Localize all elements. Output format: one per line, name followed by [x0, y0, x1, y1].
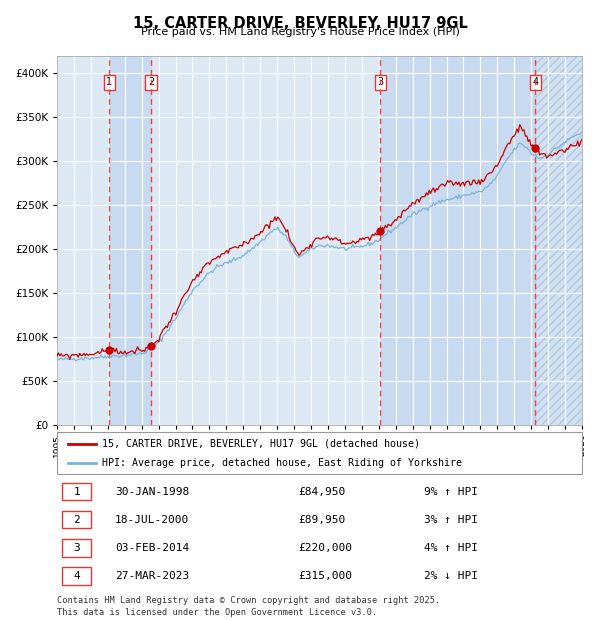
Text: 15, CARTER DRIVE, BEVERLEY, HU17 9GL: 15, CARTER DRIVE, BEVERLEY, HU17 9GL: [133, 16, 467, 30]
Text: 9% ↑ HPI: 9% ↑ HPI: [425, 487, 479, 497]
Text: 30-JAN-1998: 30-JAN-1998: [115, 487, 189, 497]
Text: Price paid vs. HM Land Registry's House Price Index (HPI): Price paid vs. HM Land Registry's House …: [140, 27, 460, 37]
Text: 3% ↑ HPI: 3% ↑ HPI: [425, 515, 479, 525]
Bar: [62, 511, 91, 528]
Text: Contains HM Land Registry data © Crown copyright and database right 2025.: Contains HM Land Registry data © Crown c…: [57, 596, 440, 606]
Text: 3: 3: [73, 543, 80, 553]
Text: 2: 2: [73, 515, 80, 525]
Bar: [62, 483, 91, 500]
Text: £84,950: £84,950: [299, 487, 346, 497]
Text: 4% ↑ HPI: 4% ↑ HPI: [425, 543, 479, 553]
Text: £315,000: £315,000: [299, 571, 353, 581]
Text: 15, CARTER DRIVE, BEVERLEY, HU17 9GL (detached house): 15, CARTER DRIVE, BEVERLEY, HU17 9GL (de…: [101, 439, 419, 449]
Bar: [62, 567, 91, 585]
Text: 2% ↓ HPI: 2% ↓ HPI: [425, 571, 479, 581]
Text: £89,950: £89,950: [299, 515, 346, 525]
Text: HPI: Average price, detached house, East Riding of Yorkshire: HPI: Average price, detached house, East…: [101, 458, 461, 468]
Text: 27-MAR-2023: 27-MAR-2023: [115, 571, 189, 581]
Text: 2: 2: [148, 77, 154, 87]
Text: This data is licensed under the Open Government Licence v3.0.: This data is licensed under the Open Gov…: [57, 608, 377, 617]
Bar: [109, 56, 151, 425]
Text: 3: 3: [377, 77, 383, 87]
Text: 18-JUL-2000: 18-JUL-2000: [115, 515, 189, 525]
Bar: [535, 56, 582, 425]
Text: £220,000: £220,000: [299, 543, 353, 553]
Text: 1: 1: [73, 487, 80, 497]
Text: 03-FEB-2014: 03-FEB-2014: [115, 543, 189, 553]
Text: 1: 1: [106, 77, 112, 87]
Bar: [535, 56, 582, 425]
Bar: [380, 56, 535, 425]
Text: 4: 4: [532, 77, 538, 87]
Bar: [62, 539, 91, 557]
Text: 4: 4: [73, 571, 80, 581]
